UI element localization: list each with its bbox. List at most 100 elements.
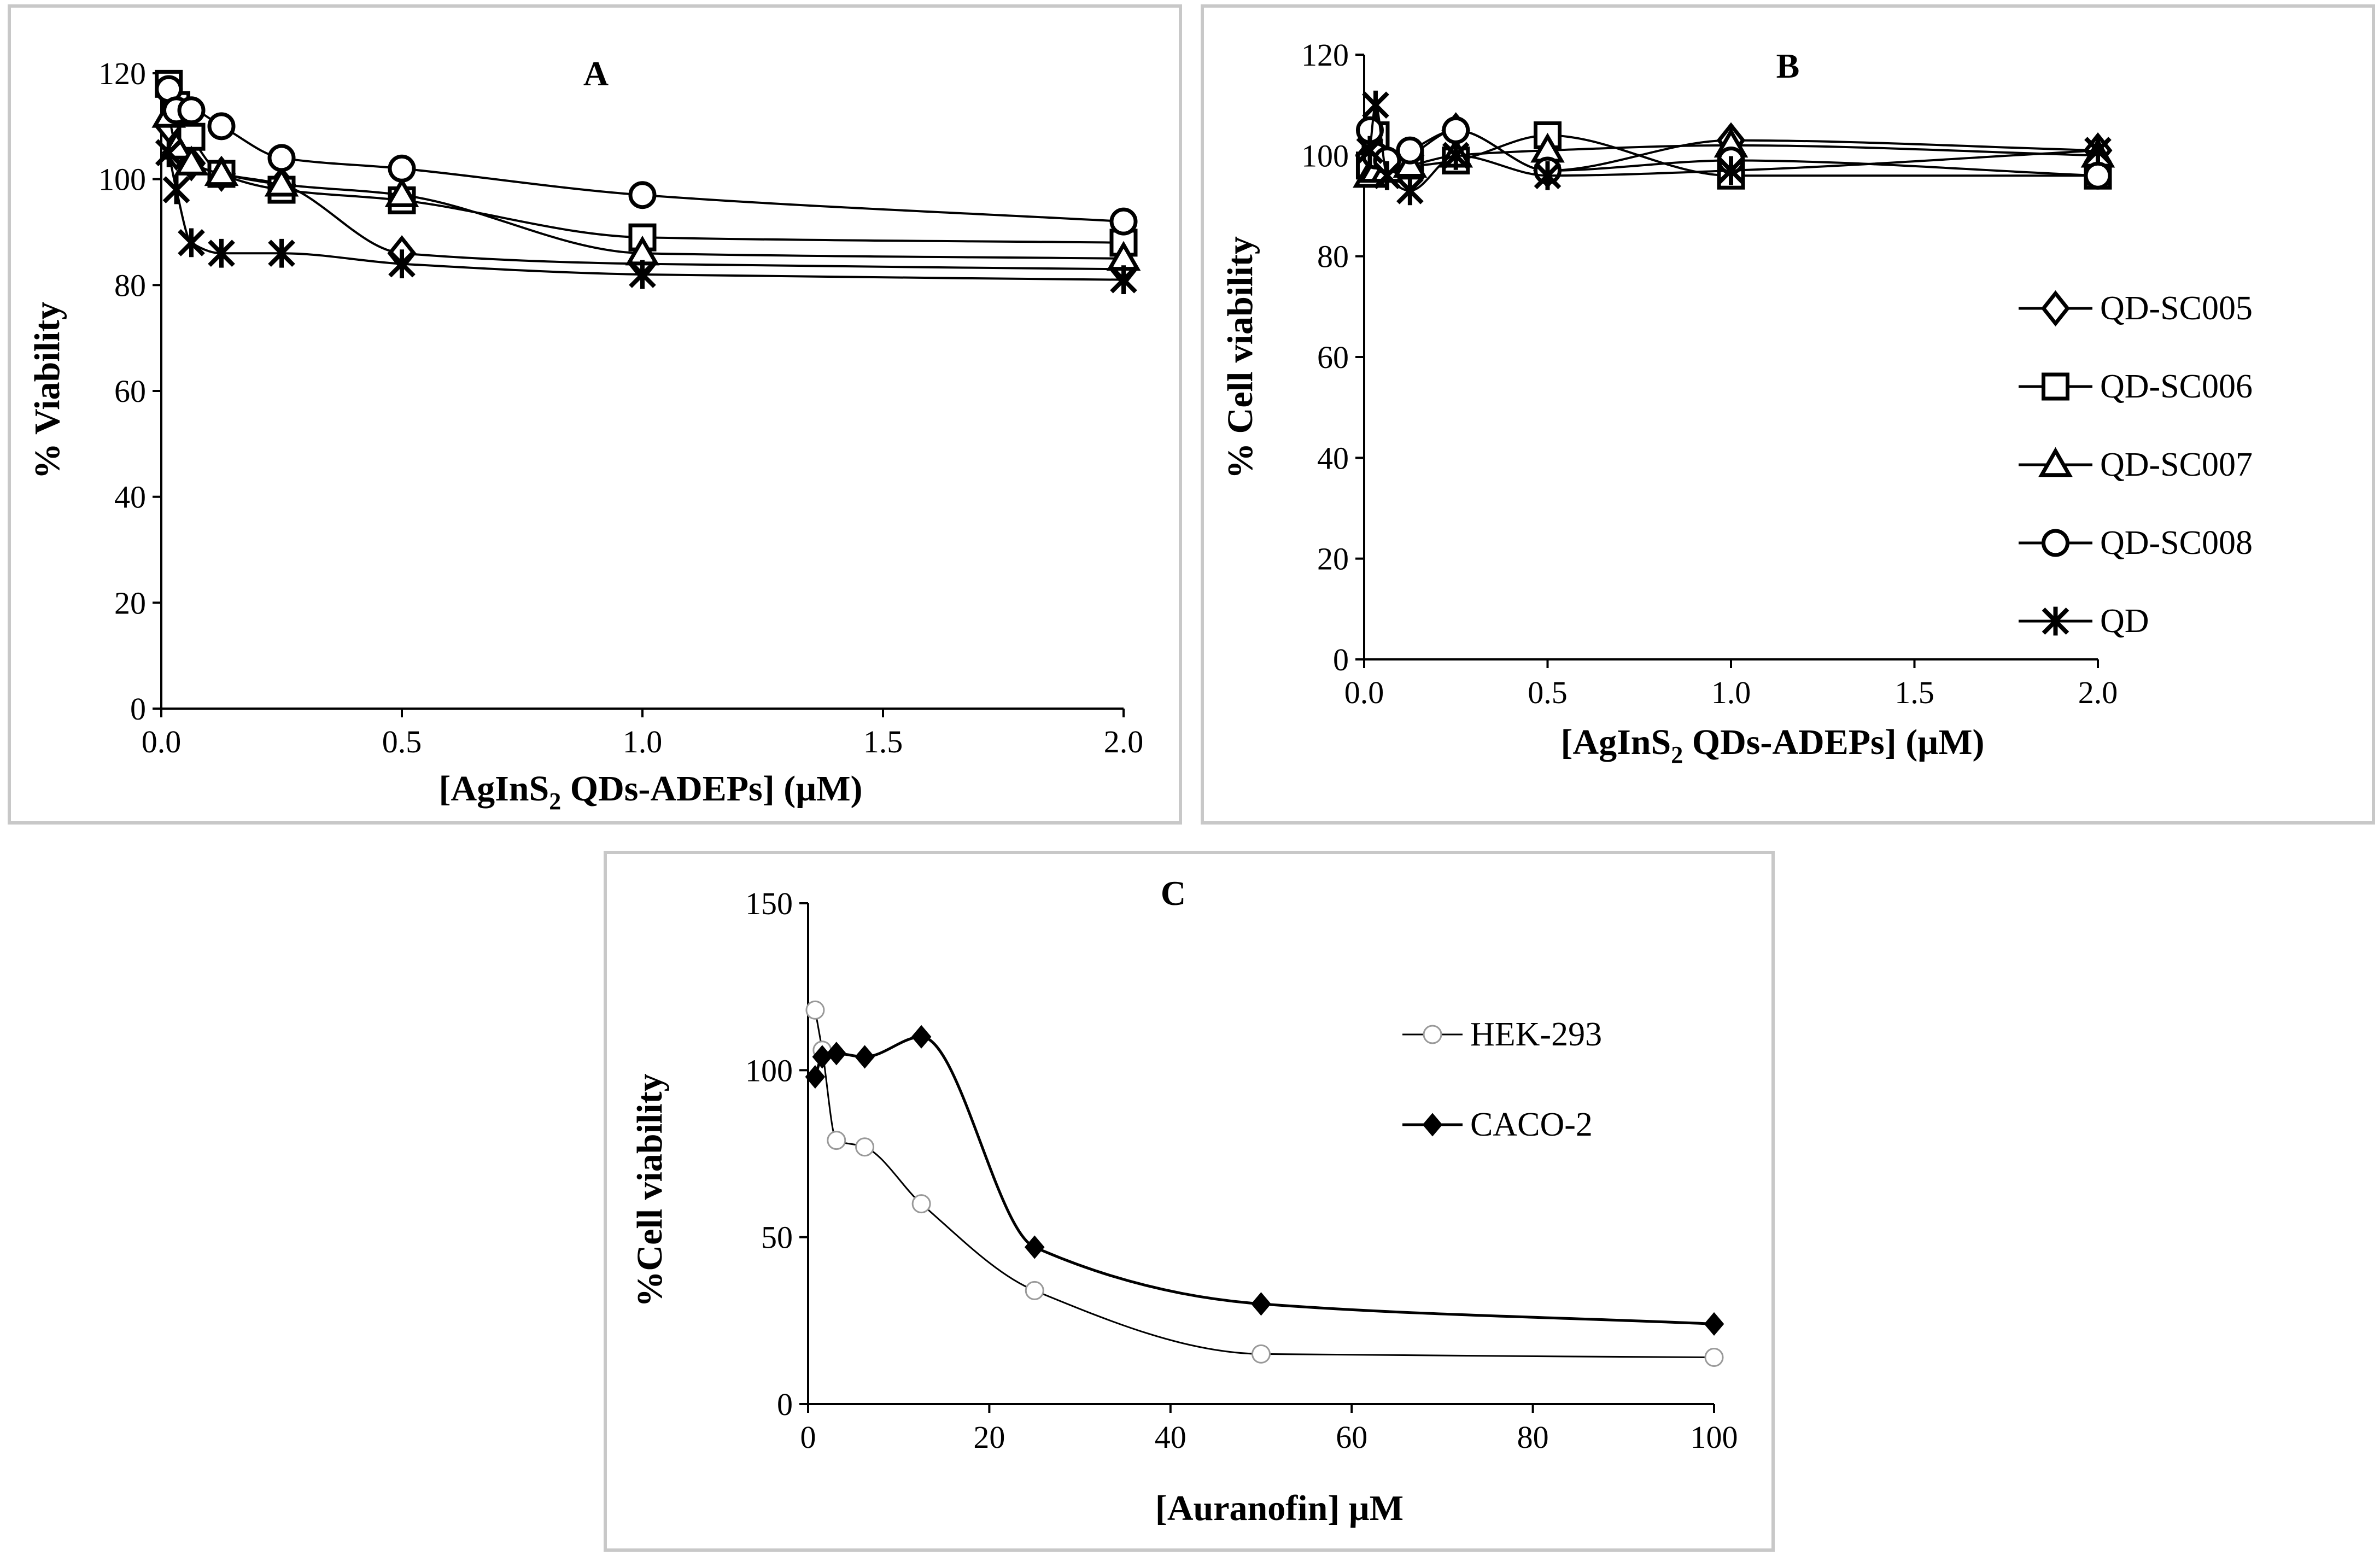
series-1-point xyxy=(855,1137,875,1157)
y-axis-label: % Viability xyxy=(27,302,67,480)
legend-marker xyxy=(2041,290,2070,327)
y-tick-label: 40 xyxy=(1317,440,1349,476)
series-4-point xyxy=(1109,207,1138,236)
y-tick-label: 100 xyxy=(745,1053,793,1088)
series-1-point xyxy=(1025,1281,1044,1300)
legend-label: QD-SC006 xyxy=(2100,368,2253,405)
series-1-point xyxy=(1704,1348,1724,1367)
x-axis-label-subscript: 2 xyxy=(1671,741,1683,768)
series-4-point xyxy=(2084,161,2112,190)
y-tick-label: 40 xyxy=(114,480,146,515)
x-tick-label: 0.0 xyxy=(1344,675,1384,710)
legend-marker xyxy=(2042,529,2069,557)
chart-b-title: B xyxy=(1776,46,1800,85)
y-tick-label: 50 xyxy=(761,1220,793,1255)
legend-label: QD xyxy=(2100,603,2149,640)
chart-c-svg: 0 50 100 150 0 20 40 60 80 100 C [Auranofin] µM %Cel… xyxy=(630,874,1738,1528)
y-tick-label: 80 xyxy=(1317,239,1349,274)
x-tick-label: 20 xyxy=(973,1419,1005,1455)
series-3-point xyxy=(384,177,419,207)
y-tick-label: 100 xyxy=(1301,138,1349,173)
x-axis-label-part: [AgInS xyxy=(438,769,549,809)
series-5-point xyxy=(1110,265,1137,295)
series-5-point xyxy=(1534,161,1562,190)
y-tick-label: 100 xyxy=(98,162,146,197)
legend-marker xyxy=(2042,372,2069,401)
series-1-line xyxy=(814,1010,1715,1359)
x-tick-label: 80 xyxy=(1517,1419,1549,1455)
x-tick-label: 2.0 xyxy=(2078,675,2118,710)
x-tick-label: 1.0 xyxy=(1711,675,1751,710)
chart-c-title: C xyxy=(1161,874,1186,913)
y-tick-label: 80 xyxy=(114,267,146,303)
chart-b-svg: 0 20 40 60 80 100 120 0.0 0.5 1.0 1.5 2.0 B [AgInS2 Q… xyxy=(1220,37,2253,768)
series-2-point xyxy=(1704,1312,1724,1336)
series-2-point xyxy=(855,1045,875,1069)
series-5-point xyxy=(268,238,295,268)
legend-label: QD-SC008 xyxy=(2100,524,2253,562)
series-5-line xyxy=(167,152,1124,281)
series-3-point xyxy=(204,156,239,186)
x-tick-label: 0.5 xyxy=(382,724,422,759)
series-5-point xyxy=(1396,176,1424,206)
x-axis-label-part: [AgInS xyxy=(1560,722,1671,762)
y-tick-label: 120 xyxy=(1301,37,1349,73)
y-tick-label: 0 xyxy=(777,1387,793,1422)
series-1-point xyxy=(827,1131,846,1150)
x-tick-label: 100 xyxy=(1691,1419,1738,1455)
chart-panel-b: 0 20 40 60 80 100 120 0.0 0.5 1.0 1.5 2.0 B [AgInS2 Q… xyxy=(1201,4,2375,825)
x-axis-label-part: QDs-ADEPs] (µM) xyxy=(1683,722,1984,762)
series-5-point xyxy=(208,238,235,268)
series-5-point xyxy=(178,228,205,258)
x-tick-label: 1.5 xyxy=(863,724,903,759)
legend-marker xyxy=(2038,447,2073,477)
legend-marker xyxy=(1423,1025,1442,1044)
series-2-point xyxy=(1024,1235,1045,1259)
x-tick-label: 40 xyxy=(1155,1419,1186,1455)
y-tick-label: 20 xyxy=(1317,541,1349,577)
series-2-point xyxy=(911,1025,932,1049)
series-4-point xyxy=(177,96,206,125)
x-axis-label: [AgInS2 QDs-ADEPs] (µM) xyxy=(1560,722,1984,768)
x-axis-label-subscript: 2 xyxy=(549,788,561,815)
x-tick-label: 1.0 xyxy=(623,724,663,759)
series-5-point xyxy=(629,260,656,289)
x-tick-label: 1.5 xyxy=(1894,675,1934,710)
y-axis-label: %Cell viability xyxy=(630,1073,670,1307)
y-tick-label: 20 xyxy=(114,585,146,621)
series-5-point xyxy=(1356,136,1384,165)
series-2-point xyxy=(805,1065,826,1089)
y-tick-label: 60 xyxy=(114,373,146,409)
series-3-point xyxy=(264,167,299,197)
chart-panel-c: 0 50 100 150 0 20 40 60 80 100 C [Auranofin] µM %Cel… xyxy=(604,851,1775,1552)
series-4-point xyxy=(267,144,296,172)
series-2-point xyxy=(826,1042,847,1066)
chart-a-title: A xyxy=(583,54,609,93)
legend-label: CACO-2 xyxy=(1470,1106,1593,1143)
legend-label: QD-SC007 xyxy=(2100,446,2253,483)
series-2-point xyxy=(1251,1292,1271,1316)
series-2-line xyxy=(167,83,1124,244)
x-tick-label: 2.0 xyxy=(1104,724,1144,759)
series-4-point xyxy=(207,112,236,141)
x-axis-label: [AgInS2 QDs-ADEPs] (µM) xyxy=(438,769,862,815)
series-5-point xyxy=(1442,141,1470,170)
x-axis-label: [Auranofin] µM xyxy=(1155,1488,1404,1528)
x-axis-label-part: QDs-ADEPs] (µM) xyxy=(561,769,862,809)
series-3-point xyxy=(174,145,209,176)
series-4-point xyxy=(1396,136,1424,165)
series-5-point xyxy=(1373,161,1401,190)
x-tick-label: 0 xyxy=(800,1419,816,1455)
x-tick-label: 60 xyxy=(1336,1419,1367,1455)
y-axis-label: % Cell viability xyxy=(1220,236,1260,479)
legend-label: HEK-293 xyxy=(1470,1016,1602,1053)
y-tick-label: 0 xyxy=(130,691,146,727)
series-1-point xyxy=(911,1194,931,1214)
series-5-point xyxy=(1362,90,1389,120)
legend-label: QD-SC005 xyxy=(2100,290,2253,327)
series-4-point xyxy=(1442,116,1470,144)
series-4-point xyxy=(388,154,416,183)
chart-panel-a: 0 20 40 60 80 100 120 0.0 0.5 1.0 1.5 2.0 A [AgInS2 Q… xyxy=(8,4,1182,825)
y-tick-label: 0 xyxy=(1333,642,1349,677)
chart-a-svg: 0 20 40 60 80 100 120 0.0 0.5 1.0 1.5 2.0 A [AgInS2 Q… xyxy=(27,54,1144,815)
